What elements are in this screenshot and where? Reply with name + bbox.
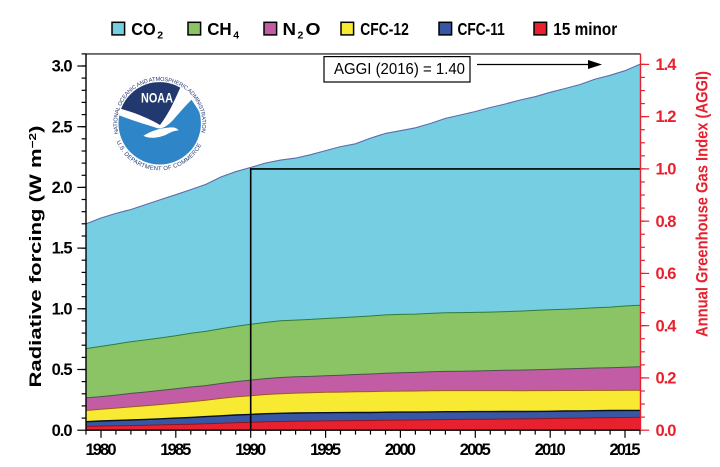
svg-text:15 minor: 15 minor [553, 19, 617, 39]
svg-text:1.4: 1.4 [656, 56, 678, 74]
svg-text:CO: CO [131, 19, 156, 39]
svg-text:2: 2 [157, 30, 163, 42]
svg-text:AGGI (2016) = 1.40: AGGI (2016) = 1.40 [334, 61, 465, 78]
svg-text:2005: 2005 [460, 441, 491, 459]
svg-text:Annual Greenhouse Gas Index (A: Annual Greenhouse Gas Index (AGGI) [694, 71, 712, 337]
svg-text:2000: 2000 [385, 441, 416, 459]
svg-text:0.2: 0.2 [656, 370, 677, 388]
svg-text:4: 4 [233, 30, 239, 42]
svg-text:Radiative forcing (W m−2): Radiative forcing (W m−2) [26, 126, 45, 388]
svg-text:2.5: 2.5 [52, 118, 73, 136]
svg-text:CFC-12: CFC-12 [360, 19, 409, 39]
svg-text:2.0: 2.0 [52, 179, 73, 197]
svg-text:2010: 2010 [535, 441, 566, 459]
svg-text:0.6: 0.6 [656, 265, 677, 283]
svg-text:1980: 1980 [86, 441, 117, 459]
svg-text:1.5: 1.5 [52, 240, 73, 258]
svg-text:CFC-11: CFC-11 [458, 19, 505, 39]
svg-text:CH: CH [207, 19, 232, 39]
svg-text:1.2: 1.2 [656, 108, 677, 126]
svg-text:NOAA: NOAA [141, 91, 173, 106]
svg-text:O: O [306, 19, 321, 39]
svg-text:1995: 1995 [310, 441, 341, 459]
svg-text:0.5: 0.5 [52, 361, 73, 379]
svg-text:0.0: 0.0 [656, 422, 677, 440]
svg-text:2: 2 [298, 30, 304, 42]
svg-text:1990: 1990 [235, 441, 266, 459]
svg-text:2015: 2015 [610, 441, 641, 459]
svg-text:0.8: 0.8 [656, 213, 677, 231]
svg-text:3.0: 3.0 [52, 58, 73, 76]
svg-text:0.0: 0.0 [52, 422, 73, 440]
svg-text:0.4: 0.4 [656, 317, 678, 335]
svg-text:1985: 1985 [160, 441, 191, 459]
svg-text:1.0: 1.0 [52, 300, 73, 318]
svg-text:1.0: 1.0 [656, 161, 677, 179]
svg-text:N: N [283, 19, 297, 39]
